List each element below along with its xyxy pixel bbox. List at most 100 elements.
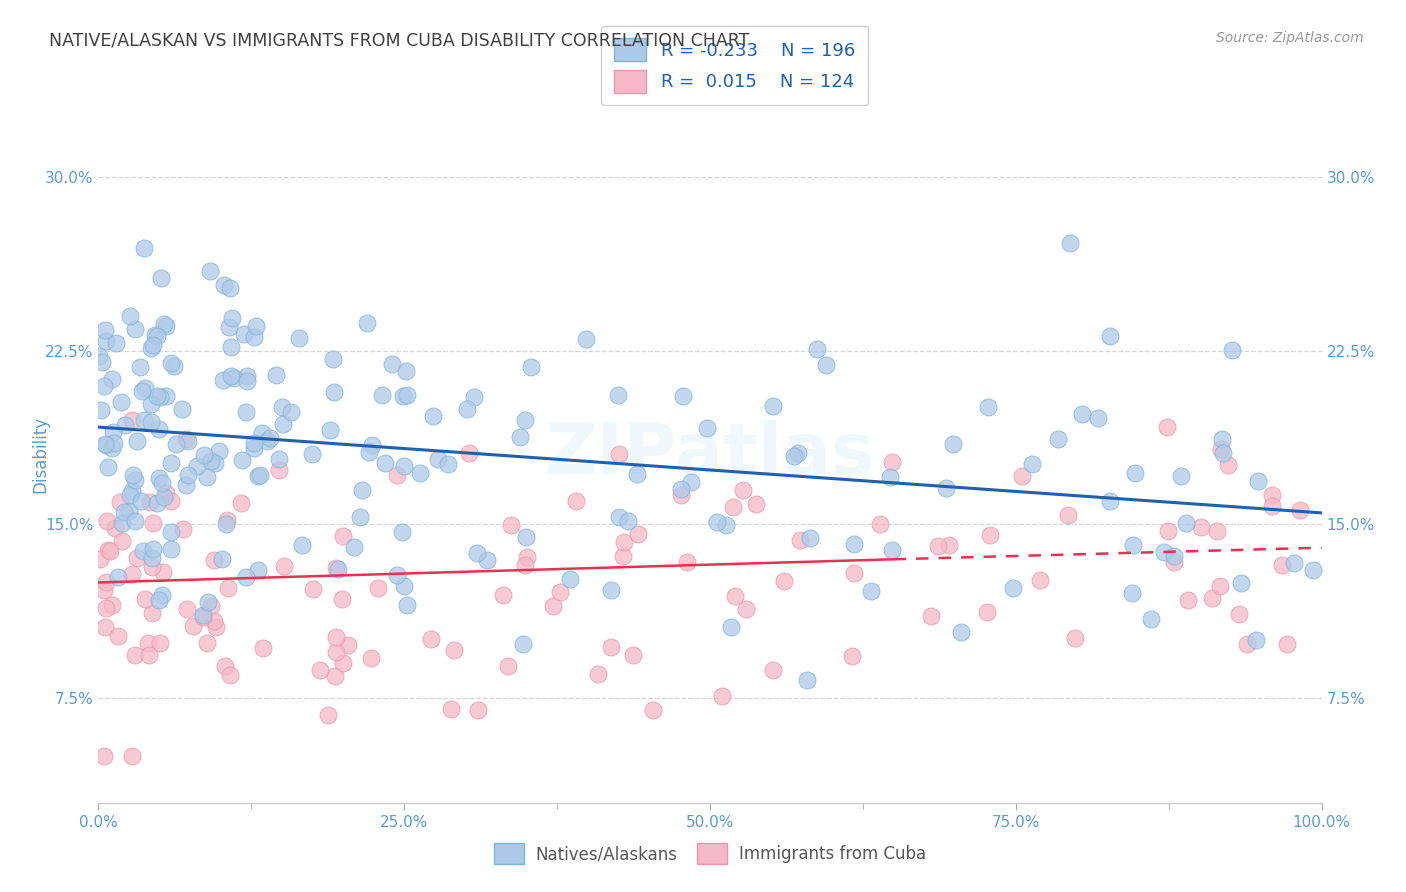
Point [586,666,609,681]
Point [243,441,266,455]
Point [101,441,124,455]
Point [139,341,162,355]
Point [513,413,536,427]
Point [200,454,222,468]
Point [291,538,314,552]
Point [124,322,146,336]
Point [141,559,163,574]
Point [193,448,215,462]
Point [475,553,498,567]
Point [1156,420,1178,434]
Point [613,535,636,549]
Point [1261,499,1284,513]
Point [612,549,634,563]
Point [1189,520,1212,534]
Point [219,668,242,682]
Point [243,330,266,344]
Point [706,516,728,530]
Point [679,475,702,489]
Point [772,574,794,588]
Point [437,457,460,471]
Point [124,648,146,662]
Point [1163,549,1185,564]
Y-axis label: Disability: Disability [31,417,49,493]
Point [419,632,441,646]
Point [93,378,115,392]
Point [218,319,240,334]
Point [1163,555,1185,569]
Point [783,449,806,463]
Point [221,310,243,325]
Point [392,458,416,473]
Point [136,635,159,649]
Point [148,592,170,607]
Point [696,421,718,435]
Point [513,558,536,573]
Point [762,400,785,414]
Point [1236,637,1258,651]
Point [219,340,242,354]
Point [1046,432,1069,446]
Point [607,447,630,461]
Point [422,409,444,423]
Point [174,478,197,492]
Point [139,495,162,509]
Point [1099,493,1122,508]
Text: Source: ZipAtlas.com: Source: ZipAtlas.com [1216,31,1364,45]
Point [101,371,124,385]
Point [789,533,811,547]
Point [499,517,522,532]
Point [181,619,204,633]
Point [1284,556,1306,570]
Point [211,373,233,387]
Point [1153,545,1175,559]
Point [627,526,650,541]
Point [574,331,596,345]
Point [456,401,478,416]
Point [1218,458,1240,472]
Point [381,357,404,371]
Point [332,656,354,670]
Point [107,570,129,584]
Point [131,384,153,399]
Point [252,640,274,655]
Point [921,609,943,624]
Point [322,385,344,400]
Point [177,434,200,449]
Point [1206,524,1229,538]
Point [361,437,384,451]
Point [841,648,863,663]
Point [427,451,450,466]
Point [150,588,173,602]
Point [1122,538,1144,552]
Point [200,599,222,614]
Point [87,349,110,363]
Point [150,476,173,491]
Point [91,355,114,369]
Point [1271,558,1294,572]
Point [110,395,132,409]
Point [132,241,155,255]
Point [104,521,127,535]
Point [134,591,156,606]
Point [96,600,118,615]
Point [205,619,228,633]
Point [621,648,644,662]
Point [671,488,693,502]
Point [724,589,747,603]
Point [219,369,242,384]
Point [142,542,165,557]
Point [548,585,571,599]
Point [146,328,169,343]
Point [269,462,291,476]
Point [155,485,177,500]
Point [1021,457,1043,471]
Point [316,708,339,723]
Point [142,338,165,352]
Point [94,574,117,589]
Point [325,645,347,659]
Point [1140,612,1163,626]
Point [245,318,267,333]
Point [93,583,115,598]
Point [170,401,193,416]
